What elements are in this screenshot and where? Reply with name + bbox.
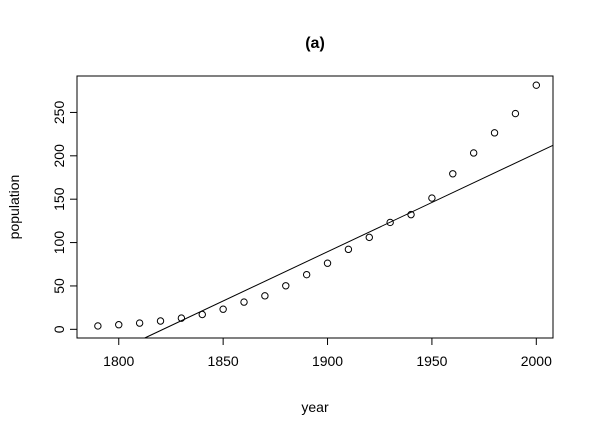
regression-line-group bbox=[144, 144, 554, 339]
data-point bbox=[469, 149, 478, 157]
data-point bbox=[177, 314, 186, 322]
data-point bbox=[449, 170, 457, 178]
chart-title: (a) bbox=[305, 35, 325, 52]
data-point bbox=[428, 194, 436, 202]
x-tick-label: 1850 bbox=[208, 353, 239, 369]
data-point bbox=[407, 210, 415, 219]
x-tick-label: 2000 bbox=[521, 353, 552, 369]
data-point bbox=[261, 292, 269, 300]
data-point bbox=[365, 233, 373, 242]
data-point bbox=[115, 321, 123, 329]
data-point bbox=[344, 245, 353, 254]
data-point bbox=[386, 218, 394, 227]
y-tick-label: 150 bbox=[51, 187, 67, 211]
data-point bbox=[198, 310, 206, 319]
y-tick-label: 50 bbox=[51, 278, 67, 294]
data-point bbox=[511, 109, 520, 118]
plot-frame bbox=[76, 75, 554, 339]
data-points bbox=[94, 81, 540, 330]
x-tick-label: 1900 bbox=[312, 353, 343, 369]
data-point bbox=[240, 298, 248, 306]
data-point bbox=[490, 129, 499, 137]
y-axis: 0 50 100 150 200 250 bbox=[51, 101, 78, 333]
x-tick-label: 1800 bbox=[103, 353, 134, 369]
x-tick-label: 1950 bbox=[416, 353, 447, 369]
data-point bbox=[302, 270, 311, 279]
y-tick-label: 200 bbox=[51, 144, 67, 168]
data-point bbox=[282, 282, 290, 290]
data-point bbox=[323, 259, 332, 267]
data-point bbox=[135, 319, 144, 327]
data-point bbox=[532, 81, 540, 89]
x-axis: 1800 1850 1900 1950 2000 bbox=[103, 337, 552, 369]
data-point bbox=[156, 317, 165, 325]
y-tick-label: 250 bbox=[51, 101, 67, 125]
regression-line bbox=[144, 144, 554, 339]
data-point bbox=[94, 322, 102, 330]
y-tick-label: 0 bbox=[51, 325, 67, 333]
data-point bbox=[219, 305, 227, 313]
x-axis-label: year bbox=[301, 399, 329, 415]
y-tick-label: 100 bbox=[51, 231, 67, 255]
y-axis-label: population bbox=[6, 175, 22, 240]
